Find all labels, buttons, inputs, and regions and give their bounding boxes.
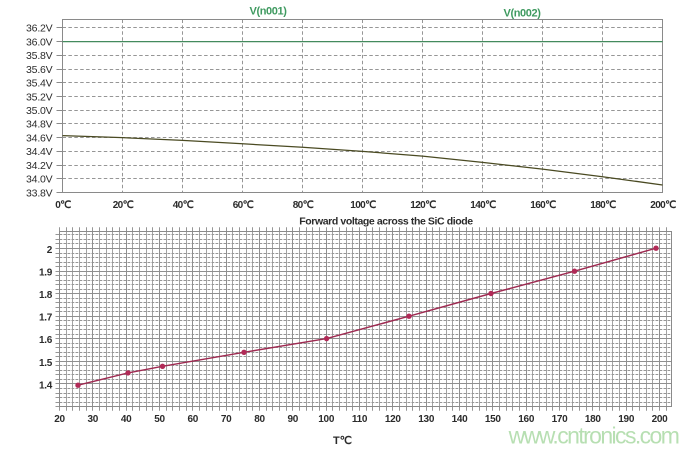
svg-text:35.0V: 35.0V	[26, 105, 53, 117]
svg-text:30: 30	[88, 414, 99, 425]
svg-text:120: 120	[385, 414, 402, 425]
svg-text:200: 200	[652, 414, 669, 425]
svg-text:34.2V: 34.2V	[26, 160, 53, 172]
svg-text:140℃: 140℃	[470, 200, 496, 211]
svg-text:35.2V: 35.2V	[26, 91, 53, 103]
svg-text:34.0V: 34.0V	[26, 174, 53, 186]
svg-text:35.8V: 35.8V	[26, 50, 53, 62]
svg-text:110: 110	[352, 414, 368, 425]
svg-text:190: 190	[618, 414, 635, 425]
svg-text:V(n002): V(n002)	[504, 8, 542, 20]
svg-text:100℃: 100℃	[350, 200, 376, 211]
svg-text:1.9: 1.9	[39, 267, 53, 278]
svg-text:V(n001): V(n001)	[250, 6, 288, 18]
svg-text:34.4V: 34.4V	[26, 146, 53, 158]
svg-text:1.7: 1.7	[39, 313, 53, 324]
svg-text:34.6V: 34.6V	[26, 132, 53, 144]
svg-text:33.8V: 33.8V	[26, 187, 53, 199]
svg-text:1.4: 1.4	[39, 380, 53, 391]
svg-text:170: 170	[552, 414, 569, 425]
svg-text:20: 20	[54, 414, 65, 425]
svg-text:80℃: 80℃	[293, 200, 314, 211]
svg-text:100: 100	[318, 414, 335, 425]
svg-text:40℃: 40℃	[173, 200, 194, 211]
svg-text:120℃: 120℃	[410, 200, 436, 211]
svg-text:34.8V: 34.8V	[26, 119, 53, 131]
svg-text:140: 140	[452, 414, 469, 425]
svg-text:80: 80	[254, 414, 265, 425]
svg-text:T℃: T℃	[333, 435, 352, 447]
svg-text:1.5: 1.5	[39, 358, 53, 369]
svg-text:0℃: 0℃	[55, 200, 71, 211]
svg-text:Forward voltage across the SiC: Forward voltage across the SiC diode	[299, 216, 473, 228]
svg-text:90: 90	[288, 414, 299, 425]
svg-text:1.8: 1.8	[39, 290, 53, 301]
svg-text:160℃: 160℃	[530, 200, 556, 211]
svg-text:www.cntronics.com: www.cntronics.com	[508, 423, 679, 449]
svg-text:36.2V: 36.2V	[26, 23, 53, 35]
svg-text:130: 130	[418, 414, 435, 425]
svg-text:40: 40	[121, 414, 132, 425]
svg-text:150: 150	[485, 414, 502, 425]
svg-text:35.6V: 35.6V	[26, 64, 53, 76]
svg-text:20℃: 20℃	[113, 200, 134, 211]
svg-text:70: 70	[221, 414, 232, 425]
svg-text:180℃: 180℃	[590, 200, 616, 211]
svg-text:160: 160	[518, 414, 535, 425]
svg-text:60: 60	[188, 414, 199, 425]
svg-text:1.6: 1.6	[39, 335, 53, 346]
svg-text:180: 180	[585, 414, 602, 425]
svg-text:60℃: 60℃	[233, 200, 254, 211]
svg-text:2: 2	[47, 245, 53, 256]
svg-text:50: 50	[154, 414, 165, 425]
svg-text:35.4V: 35.4V	[26, 78, 53, 90]
svg-text:200℃: 200℃	[650, 200, 676, 211]
svg-text:36.0V: 36.0V	[26, 36, 53, 48]
